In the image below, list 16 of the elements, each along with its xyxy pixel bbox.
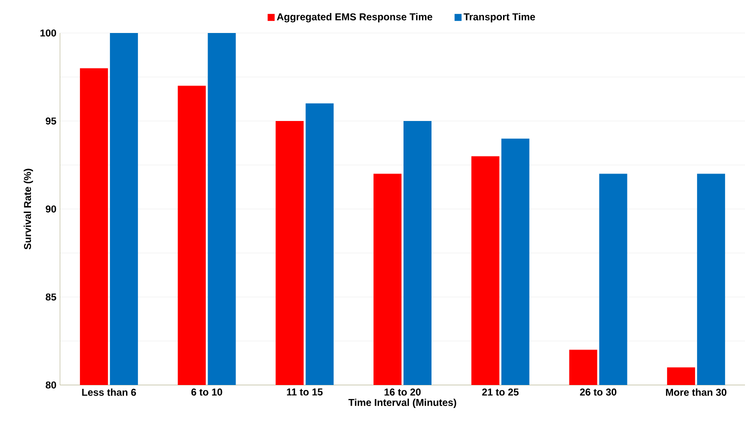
- y-tick-label: 80: [46, 381, 56, 389]
- x-tick-label: More than 30: [666, 388, 726, 396]
- x-tick-label: 26 to 30: [580, 388, 616, 396]
- x-axis-title: Time Interval (Minutes): [348, 398, 456, 408]
- x-tick-label: 21 to 25: [482, 388, 519, 396]
- y-tick-label: 95: [46, 117, 56, 125]
- legend-label: Transport Time: [464, 13, 536, 22]
- x-tick-label: 16 to 20: [384, 388, 421, 396]
- y-tick-label: 90: [46, 205, 56, 213]
- x-tick-label: 6 to 10: [191, 388, 222, 396]
- x-tick-label: Less than 6: [82, 388, 136, 396]
- y-axis-title: Survival Rate (%): [24, 168, 34, 250]
- x-tick-label: 11 to 15: [286, 388, 323, 396]
- y-tick-label: 100: [40, 29, 56, 37]
- y-tick-label: 85: [46, 293, 56, 301]
- legend-label: Aggregated EMS Response Time: [276, 13, 432, 22]
